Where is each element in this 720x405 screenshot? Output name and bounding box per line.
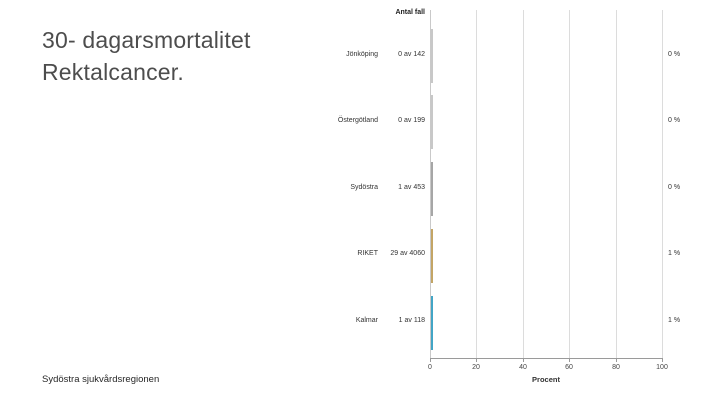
antal-value: 29 av 4060 <box>390 250 425 257</box>
x-tick <box>662 359 663 362</box>
x-tick <box>476 359 477 362</box>
bar <box>431 229 433 283</box>
antal-value: 0 av 199 <box>398 117 425 124</box>
page-title-line-1: 30- dagarsmortalitet <box>42 27 251 53</box>
percent-value: 1 % <box>668 317 681 324</box>
percent-value: 0 % <box>668 51 681 58</box>
antal-value: 1 av 453 <box>398 184 425 191</box>
bar <box>431 162 433 216</box>
percent-value: 0 % <box>668 184 681 191</box>
region-label: Jönköping <box>346 51 378 58</box>
gridline-40 <box>523 10 524 358</box>
x-tick-label: 60 <box>565 364 573 371</box>
region-label: Östergötland <box>337 117 378 124</box>
x-axis-title: Procent <box>532 375 560 384</box>
x-tick <box>616 359 617 362</box>
antal-value: 0 av 142 <box>398 51 425 58</box>
gridline-60 <box>569 10 570 358</box>
x-tick <box>523 359 524 362</box>
x-tick <box>430 359 431 362</box>
x-tick-label: 80 <box>612 364 620 371</box>
percent-value: 0 % <box>668 117 681 124</box>
bar <box>431 29 433 83</box>
gridline-80 <box>616 10 617 358</box>
x-tick-label: 0 <box>428 364 432 371</box>
bar <box>431 95 433 149</box>
region-label: Kalmar <box>355 317 378 324</box>
region-label: Sydöstra <box>350 184 378 191</box>
x-tick <box>569 359 570 362</box>
antal-value: 1 av 118 <box>398 317 425 324</box>
page-title-line-2: Rektalcancer. <box>42 59 184 85</box>
gridline-20 <box>476 10 477 358</box>
x-tick-label: 40 <box>519 364 527 371</box>
region-label: RIKET <box>357 250 378 257</box>
page-title: 30- dagarsmortalitet Rektalcancer. <box>42 24 342 88</box>
gridline-100 <box>662 10 663 358</box>
bar <box>431 296 433 350</box>
x-tick-label: 20 <box>472 364 480 371</box>
column-header-antal-fall: Antal fall <box>395 9 425 16</box>
percent-value: 1 % <box>668 250 681 257</box>
x-tick-label: 100 <box>656 364 668 371</box>
x-axis-line <box>430 358 663 359</box>
y-axis-line <box>430 10 431 358</box>
slide-footer: Sydöstra sjukvårdsregionen <box>42 374 160 385</box>
